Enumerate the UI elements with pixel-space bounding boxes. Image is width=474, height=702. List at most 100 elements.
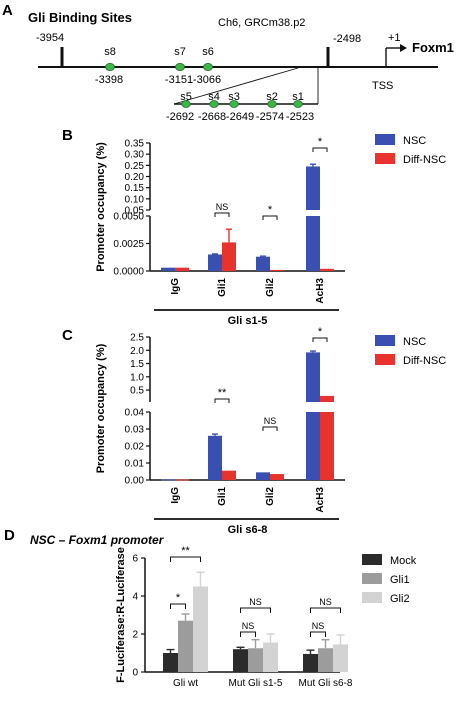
d-y-label: F-Luciferase:R-Luciferase xyxy=(115,547,127,683)
d-category-label-1: Gli wt xyxy=(173,678,198,689)
panel-a-title: Gli Binding Sites xyxy=(28,10,132,25)
c-ytick-label: 2.5 xyxy=(130,333,144,344)
b-ytick-label: 0.20 xyxy=(125,172,145,183)
site-name-s3: s3 xyxy=(228,91,240,103)
c-bar-ach3-nsc-upper xyxy=(306,352,320,402)
site-pos-s6: -3066 xyxy=(193,74,221,86)
b-legend-swatch-nsc xyxy=(375,134,395,145)
b-bar-ach3-diff-nsc xyxy=(320,268,334,271)
b-bar-igg-diff-nsc xyxy=(175,267,189,271)
binding-site-s7 xyxy=(175,63,185,72)
c-sig-bracket xyxy=(214,398,230,403)
d-ytick-label: 0 xyxy=(132,668,138,679)
d-legend-swatch-gli2 xyxy=(362,592,382,603)
d-bar-1-mock xyxy=(163,653,178,672)
d-sig-label: * xyxy=(176,592,181,604)
d-ytick-label: 6 xyxy=(132,554,138,565)
b-ytick-label: 0.05 xyxy=(125,206,145,217)
c-ytick-label: 0.00 xyxy=(125,476,145,487)
c-bar-ach3-diff-nsc-upper xyxy=(320,395,334,402)
binding-site-s1 xyxy=(293,100,303,108)
c-bar-gli1-diff-nsc xyxy=(222,470,236,480)
d-sig-bracket xyxy=(240,607,271,613)
c-legend-swatch-nsc xyxy=(375,335,395,346)
c-sig-bracket xyxy=(262,426,278,431)
c-category-label-gli2: Gli2 xyxy=(265,487,276,506)
c-sig-bracket xyxy=(312,337,328,342)
d-sig-bracket xyxy=(170,603,186,609)
d-legend-label-gli2: Gli2 xyxy=(390,593,410,605)
pos-right-label: -2498 xyxy=(333,33,361,45)
d-sig-label: NS xyxy=(319,597,332,607)
site-pos-s8: -3398 xyxy=(95,74,123,86)
b-bar-gli1-diff-nsc xyxy=(222,242,236,271)
b-sig-label: * xyxy=(268,204,273,216)
c-bar-ach3-diff-nsc-lower xyxy=(320,412,334,480)
c-legend-label-diff-nsc: Diff-NSC xyxy=(403,355,446,367)
tss-arrow-icon xyxy=(400,44,407,52)
gene-label: Foxm1 xyxy=(412,40,454,55)
site-pos-s7: -3151 xyxy=(165,74,193,86)
binding-site-s3 xyxy=(229,100,239,108)
b-ytick-label: 0.25 xyxy=(125,161,145,172)
d-sig-label: ** xyxy=(181,545,190,557)
site-name-s2: s2 xyxy=(266,91,278,103)
b-bar-ach3-nsc-upper xyxy=(306,166,320,210)
b-category-label-gli2: Gli2 xyxy=(265,278,276,297)
d-bar-3-gli1 xyxy=(318,648,333,672)
b-category-label-ach3: AcH3 xyxy=(315,278,326,304)
c-ytick-label: 0.5 xyxy=(130,386,144,397)
zoom-line-left xyxy=(173,67,299,105)
b-ytick-label: 0.30 xyxy=(125,150,145,161)
d-legend-swatch-gli1 xyxy=(362,573,382,584)
site-pos-s5: -2692 xyxy=(166,111,194,123)
site-name-s4: s4 xyxy=(208,91,220,103)
panel-d-title: NSC – Foxm1 promoter xyxy=(30,533,165,547)
d-sig-bracket xyxy=(170,556,201,562)
d-sig-label: NS xyxy=(242,621,255,631)
d-category-label-2: Mut Gli s1-5 xyxy=(229,678,283,689)
b-legend-label-diff-nsc: Diff-NSC xyxy=(403,154,446,166)
d-bar-2-gli1 xyxy=(248,648,263,672)
c-sig-label: ** xyxy=(218,387,227,399)
c-ytick-label: 1.5 xyxy=(130,359,144,370)
b-ytick-label: 0.15 xyxy=(125,183,145,194)
b-sig-bracket xyxy=(214,212,230,217)
site-name-s1: s1 xyxy=(292,91,304,103)
site-pos-s2: -2574 xyxy=(256,111,284,123)
site-name-s7: s7 xyxy=(174,46,186,58)
d-category-label-3: Mut Gli s6-8 xyxy=(299,678,353,689)
site-name-s6: s6 xyxy=(202,46,214,58)
c-category-label-ach3: AcH3 xyxy=(315,487,326,513)
b-bar-gli2-diff-nsc xyxy=(270,269,284,271)
c-y-label: Promoter occupancy (%) xyxy=(95,343,107,473)
c-bar-igg-nsc xyxy=(161,479,175,481)
binding-site-s5 xyxy=(181,100,191,108)
c-sig-label: NS xyxy=(264,416,277,426)
c-sig-label: * xyxy=(318,326,323,338)
b-ytick-label: 0.0000 xyxy=(113,267,144,278)
d-sig-label: NS xyxy=(312,621,325,631)
panel-b-letter: B xyxy=(62,127,73,144)
b-category-label-igg: IgG xyxy=(170,278,181,295)
d-ytick-label: 4 xyxy=(132,592,138,603)
c-bar-gli1-nsc xyxy=(208,435,222,480)
binding-site-s8 xyxy=(105,63,115,72)
c-ytick-label: 1.0 xyxy=(130,372,144,383)
c-ytick-label: 0.01 xyxy=(125,459,145,470)
b-bar-ach3-nsc-lower xyxy=(306,216,320,271)
b-ytick-label: 0.0050 xyxy=(113,212,144,223)
b-group-label: Gli s1-5 xyxy=(228,315,268,327)
site-pos-s1: -2523 xyxy=(286,111,314,123)
pos-left-label: -3954 xyxy=(36,32,64,44)
upper-binding-sites: s8 -3398 s7 -3151 s6 -3066 xyxy=(95,46,221,86)
b-ytick-label: 0.35 xyxy=(125,139,145,150)
c-category-label-gli1: Gli1 xyxy=(217,487,228,506)
binding-site-s4 xyxy=(209,100,219,108)
b-sig-label: * xyxy=(318,136,323,148)
d-legend-swatch-mock xyxy=(362,554,382,565)
d-legend-label-mock: Mock xyxy=(390,555,417,567)
assembly-label: Ch6, GRCm38.p2 xyxy=(218,17,305,29)
plus-one-label: +1 xyxy=(388,32,401,44)
